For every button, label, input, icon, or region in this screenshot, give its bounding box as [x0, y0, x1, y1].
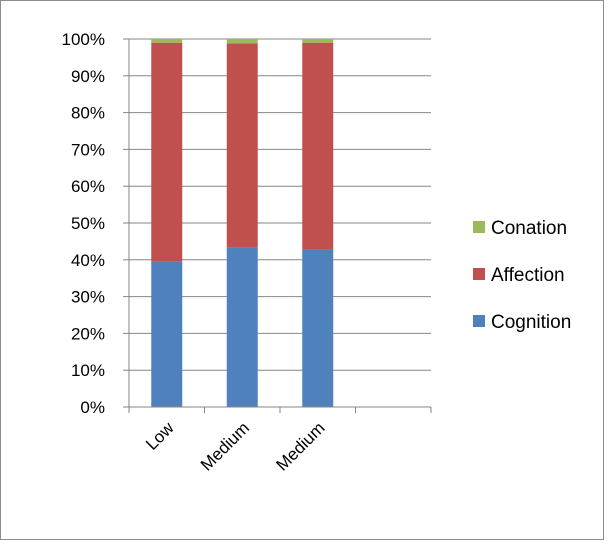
y-tick-label: 90% [71, 67, 105, 86]
bar-affection [226, 43, 258, 248]
y-tick-label: 0% [80, 398, 105, 417]
bar-cognition [226, 247, 258, 407]
y-tick-label: 20% [71, 324, 105, 343]
y-tick-label: 80% [71, 104, 105, 123]
bar-conation [151, 39, 183, 43]
bar-affection [151, 42, 183, 262]
x-tick-label: Medium [272, 418, 328, 474]
y-tick-labels: 0% 10% 20% 30% 40% 50% 60% 70% 80% 90% 100% [62, 30, 105, 417]
y-tick-label: 50% [71, 214, 105, 233]
y-tick-label: 70% [71, 140, 105, 159]
x-tick-label: Low [142, 418, 178, 454]
legend-swatch-cognition [473, 315, 485, 327]
y-tick-label: 100% [62, 30, 105, 49]
legend-label-conation: Conation [491, 218, 567, 239]
legend-label-cognition: Cognition [491, 312, 571, 333]
legend-label-affection: Affection [491, 265, 565, 286]
bar-conation [226, 39, 258, 44]
legend-swatch-affection [473, 268, 485, 280]
y-tick-label: 10% [71, 361, 105, 380]
bars [151, 39, 334, 407]
bar-cognition [151, 261, 183, 407]
bar-conation [302, 39, 334, 43]
y-tick-label: 40% [71, 251, 105, 270]
legend-swatch-conation [473, 221, 485, 233]
y-tick-label: 60% [71, 177, 105, 196]
x-tick-labels: Low Medium Medium [142, 418, 328, 475]
axes [123, 38, 432, 413]
x-tick-label: Medium [197, 418, 253, 474]
legend: Conation Affection Cognition [473, 218, 571, 333]
bar-affection [302, 42, 334, 250]
bar-cognition [302, 249, 334, 407]
chart-area: 0% 10% 20% 30% 40% 50% 60% 70% 80% 90% 100% Low Med… [0, 0, 604, 540]
y-tick-label: 30% [71, 288, 105, 307]
